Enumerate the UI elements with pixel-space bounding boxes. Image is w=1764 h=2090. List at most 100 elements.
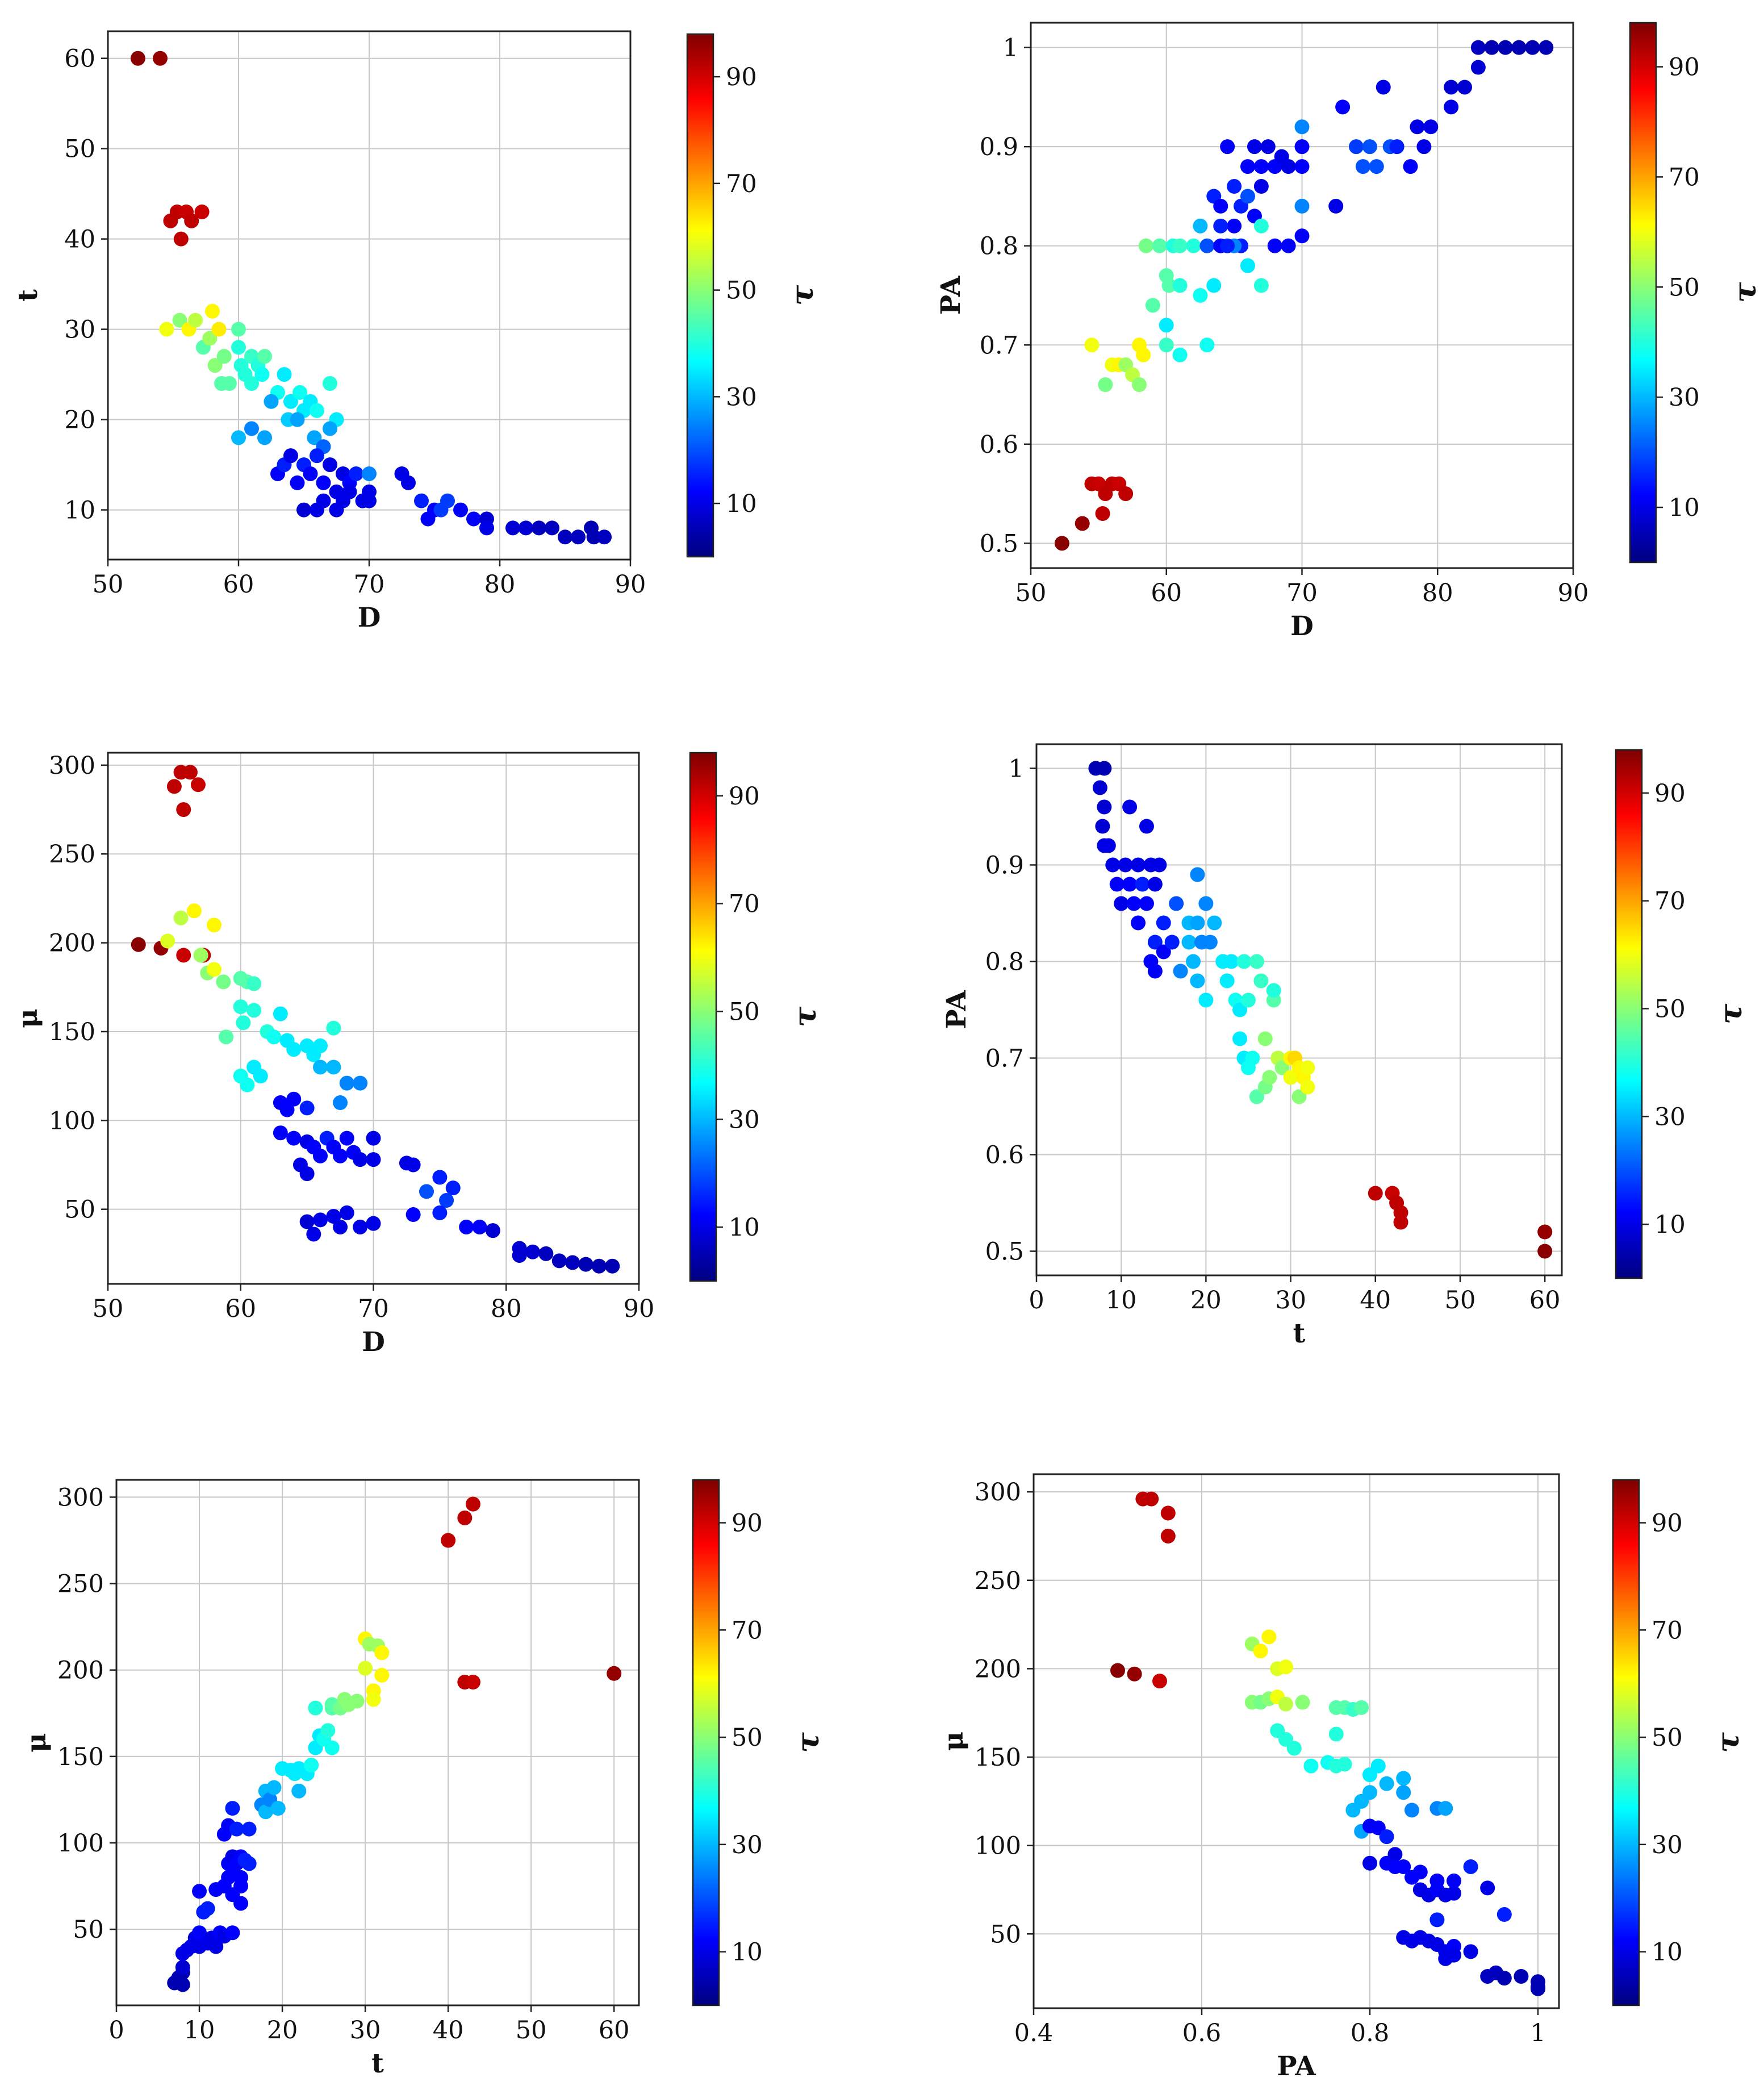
data-point — [231, 340, 246, 355]
data-point — [266, 1029, 282, 1045]
data-point — [1172, 347, 1188, 362]
data-point — [231, 322, 246, 337]
data-point — [313, 1038, 328, 1053]
data-point — [299, 1166, 315, 1182]
data-point — [1463, 1859, 1478, 1874]
colorbar-tick-label: 90 — [726, 63, 757, 91]
data-point — [366, 1216, 381, 1231]
x-tick-label: 20 — [267, 2016, 298, 2045]
data-point — [286, 1130, 302, 1146]
data-point — [1127, 1666, 1142, 1682]
colorbar-label: τ — [784, 285, 820, 306]
data-point — [512, 1248, 527, 1263]
y-tick-label: 100 — [49, 1107, 95, 1135]
colorbar: 10 30 50 70 90 τ — [1612, 1479, 1746, 2006]
data-point — [1498, 40, 1513, 55]
y-tick-label: 50 — [64, 135, 95, 164]
subplot-2: 50 60 70 80 90 0.5 0.6 0.7 0.8 0.9 1 D PA 10 30 50 70 90 τ — [935, 22, 1763, 642]
data-point — [193, 948, 208, 963]
colorbar-tick-label: 70 — [731, 1616, 763, 1645]
data-point — [366, 1130, 381, 1146]
x-tick-label: 90 — [624, 1295, 655, 1323]
data-point — [1131, 915, 1146, 931]
data-point — [306, 1227, 321, 1242]
data-point — [1224, 954, 1239, 969]
data-point — [1095, 819, 1110, 834]
data-point — [320, 1723, 336, 1738]
y-tick-label: 150 — [975, 1743, 1021, 1772]
x-tick-label: 40 — [1360, 1286, 1391, 1315]
data-point — [419, 1184, 434, 1199]
data-point — [349, 1693, 365, 1709]
data-point — [366, 1692, 381, 1707]
data-point — [1098, 377, 1113, 393]
data-point — [1131, 857, 1146, 873]
data-point — [1294, 198, 1310, 214]
x-axis-label: PA — [1277, 2051, 1316, 2082]
data-point — [1172, 278, 1188, 293]
data-point — [597, 529, 612, 545]
data-point — [1213, 218, 1228, 233]
y-tick-label: 0.6 — [980, 431, 1018, 459]
data-point — [1396, 1785, 1411, 1800]
x-tick-label: 40 — [433, 2016, 464, 2045]
data-point — [1416, 139, 1432, 155]
x-tick-label: 10 — [1106, 1286, 1137, 1315]
data-point — [1497, 1907, 1512, 1922]
data-point — [1160, 1505, 1176, 1521]
y-tick-label: 300 — [975, 1478, 1021, 1507]
data-point — [241, 1821, 257, 1837]
data-point — [1447, 1947, 1461, 1963]
data-point — [313, 1148, 328, 1163]
data-point — [192, 1925, 207, 1941]
data-point — [1525, 40, 1540, 55]
x-tick-label: 70 — [1286, 579, 1318, 607]
y-tick-label: 0.5 — [985, 1238, 1024, 1266]
x-tick-label: 1 — [1530, 2019, 1545, 2047]
y-tick-label: 30 — [64, 316, 95, 344]
x-axis-label: D — [362, 1326, 385, 1358]
data-point — [333, 1095, 348, 1111]
data-point — [257, 430, 272, 445]
data-point — [1132, 377, 1147, 393]
y-tick-label: 50 — [64, 1196, 95, 1224]
data-point — [1281, 159, 1296, 174]
data-point — [459, 1219, 474, 1234]
plot-frame — [1033, 1473, 1560, 2009]
colorbar-tick-label: 30 — [726, 383, 757, 411]
data-point — [1138, 238, 1153, 253]
data-point — [1110, 1663, 1125, 1678]
data-point — [233, 1879, 249, 1894]
data-point — [299, 1100, 315, 1116]
y-tick-label: 150 — [57, 1743, 104, 1771]
data-point — [296, 502, 311, 518]
x-tick-label: 30 — [1275, 1286, 1306, 1315]
data-point — [1286, 1741, 1302, 1756]
data-point — [270, 1801, 286, 1816]
data-point — [1362, 139, 1377, 155]
colorbar-tick-label: 10 — [1654, 1211, 1686, 1239]
data-point — [233, 1896, 249, 1911]
data-point — [1278, 1696, 1293, 1712]
data-point — [406, 1207, 421, 1223]
subplot-3: 50 60 70 80 90 50 100 150 200 250 300 Dμ 10 30 50 70 90 τ — [12, 752, 823, 1358]
colorbar-tick-label: 50 — [729, 998, 760, 1027]
data-point — [1253, 278, 1269, 293]
y-tick-label: 0.8 — [985, 948, 1024, 977]
data-point — [1190, 973, 1205, 988]
data-point — [353, 1152, 368, 1167]
data-point — [1253, 159, 1269, 174]
data-point — [1337, 1757, 1352, 1772]
data-point — [1193, 218, 1208, 233]
data-point — [1369, 159, 1384, 174]
y-tick-label: 0.9 — [980, 133, 1018, 161]
data-point — [339, 1130, 354, 1146]
data-point — [258, 1804, 273, 1820]
data-point — [591, 1258, 607, 1274]
x-tick-label: 80 — [484, 570, 516, 599]
data-point — [362, 466, 377, 481]
data-point — [1236, 954, 1252, 969]
y-tick-label: 200 — [57, 1657, 104, 1685]
y-tick-label: 250 — [57, 1570, 104, 1599]
x-tick-label: 60 — [225, 1295, 256, 1323]
